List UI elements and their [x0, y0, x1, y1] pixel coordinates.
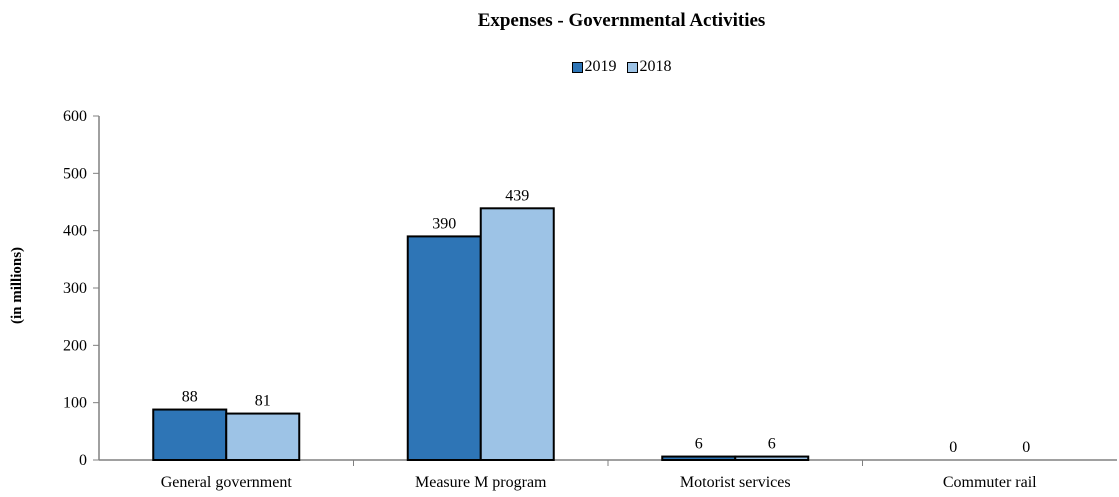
data-label-2019: 390: [432, 215, 456, 232]
y-tick-label: 400: [63, 223, 87, 240]
bar-2018: [225, 412, 301, 461]
x-tick-label: Commuter rail: [943, 474, 1037, 491]
data-label-2018: 6: [768, 436, 776, 453]
bar-2019: [661, 455, 737, 461]
x-tick-label: General government: [161, 474, 293, 491]
legend-label-2019: 2019: [584, 58, 617, 75]
bar-2018: [734, 455, 810, 461]
data-label-2019: 0: [949, 439, 957, 456]
x-tick-label: Motorist services: [680, 474, 791, 491]
bar-2019: [152, 408, 228, 461]
y-tick-label: 200: [63, 337, 87, 354]
chart-legend: 2019 2018: [0, 58, 1119, 76]
chart-title: Expenses - Governmental Activities: [477, 10, 766, 31]
data-label-2019: 6: [695, 436, 703, 453]
legend-label-2018: 2018: [639, 58, 672, 75]
legend-item-2018: 2018: [626, 58, 672, 76]
y-tick-label: 100: [63, 395, 87, 412]
y-tick-label: 0: [79, 452, 87, 469]
data-label-2019: 88: [182, 389, 198, 406]
y-tick-label: 500: [63, 165, 87, 182]
data-label-2018: 0: [1022, 439, 1030, 456]
bar-2019: [406, 235, 482, 461]
legend-item-2019: 2019: [571, 58, 617, 76]
x-tick-label: Measure M program: [415, 474, 547, 491]
legend-swatch-2018: [626, 61, 638, 73]
y-tick-label: 300: [63, 280, 87, 297]
data-label-2018: 439: [505, 187, 529, 204]
bar-2018: [479, 207, 555, 461]
data-label-2018: 81: [255, 393, 271, 410]
legend-swatch-2019: [571, 61, 583, 73]
y-tick-label: 600: [63, 108, 87, 125]
